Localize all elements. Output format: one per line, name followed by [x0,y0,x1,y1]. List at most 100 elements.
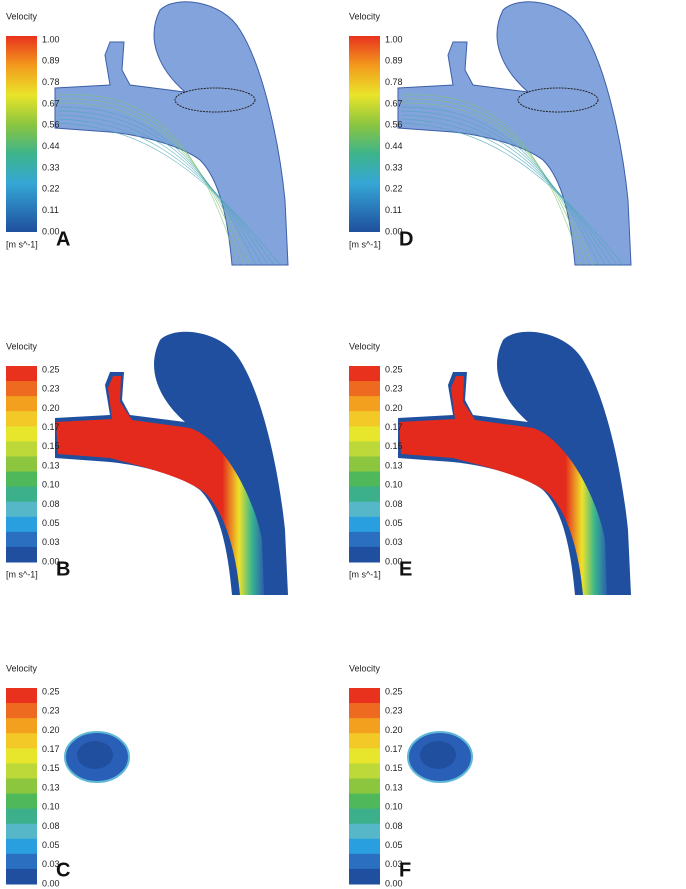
streamline [57,102,251,266]
colorbar-band [349,703,380,719]
legend-tick-label: 0.17 [42,422,60,432]
legend-tick-label: 0.23 [42,384,60,394]
legend-tick-label: 0.10 [42,802,60,812]
colorbar-band [349,718,380,734]
panel-label: A [56,228,70,250]
legend-tick-label: 0.05 [42,840,60,850]
streamline [400,114,612,266]
panel-label: C [56,859,70,881]
legend-tick-label: 0.10 [42,480,60,490]
legend-tick-label: 0.00 [42,226,60,236]
streamline [400,110,606,266]
legend-tick-label: 0.00 [385,226,403,236]
legend-tick-label: 0.11 [42,205,59,215]
legend: Velocity 0.25 0.23 0.20 0.17 0.15 0.13 0.10 0.08… [6,341,60,579]
colorbar-band [6,486,37,503]
colorbar-band [6,763,37,779]
vessel-streamlines [54,1,289,266]
legend-title: Velocity [349,341,381,351]
legend: Velocity 0.25 0.23 0.20 0.17 0.15 0.13 0.10 0.08… [6,663,60,888]
legend: Velocity 0.25 0.23 0.20 0.17 0.15 0.13 0.10 0.08… [349,341,403,579]
streamline [57,110,263,266]
cross-core [77,741,113,769]
colorbar-band [6,546,37,563]
colorbar-band [6,531,37,548]
colorbar-band [349,763,380,779]
colorbar-band [6,778,37,795]
legend-tick-label: 0.10 [385,802,403,812]
legend-tick-label: 0.67 [385,98,403,108]
colorbar-band [6,733,37,749]
panel-label: E [399,558,412,580]
colorbar-band [6,718,37,734]
legend-tick-label: 0.13 [42,460,60,470]
colorbar-band [6,501,37,518]
legend-tick-label: 1.00 [42,34,60,44]
mesh-patch [174,87,256,113]
colorbar-band [6,838,37,855]
colorbar-band [349,441,380,457]
legend-tick-label: 0.33 [385,162,403,172]
legend: Velocity 0.25 0.23 0.20 0.17 0.15 0.13 0.10 0.08… [349,663,403,888]
streamline [400,98,588,266]
legend-tick-label: 0.08 [42,821,60,831]
legend-tick-label: 0.89 [42,56,60,66]
streamline [400,118,618,266]
cross-core [420,741,456,769]
legend-tick-label: 0.05 [385,518,403,528]
colorbar-band [349,793,380,810]
colorbar-band [6,793,37,810]
colorbar-band [349,516,380,533]
legend: Velocity 1.00 0.89 0.78 0.67 0.56 0.44 0.33 0.22… [6,11,60,249]
legend-tick-label: 0.08 [385,499,403,509]
colorbar-band [6,396,37,412]
colorbar-band [6,456,37,473]
streamline [400,102,594,266]
legend-title: Velocity [349,11,381,21]
legend-tick-label: 0.17 [385,744,403,754]
streamline [400,106,600,266]
legend-tick-label: 0.15 [42,441,60,451]
legend-tick-label: 0.23 [42,706,60,716]
legend-tick-label: 0.15 [385,441,403,451]
legend-tick-label: 0.00 [385,556,403,566]
legend-tick-label: 0.22 [42,184,60,194]
vessel-jet [56,376,264,595]
vessel-streamlines [397,1,632,266]
colorbar [349,36,380,232]
colorbar-band [6,868,37,885]
colorbar-band [349,366,380,382]
legend-tick-label: 0.13 [385,782,403,792]
legend-tick-label: 0.17 [42,744,60,754]
legend-tick-label: 0.25 [42,686,60,696]
colorbar-band [349,396,380,412]
legend-tick-label: 1.00 [385,34,403,44]
colorbar-band [6,471,37,488]
legend-tick-label: 0.25 [42,364,60,374]
panel: Velocity 1.00 0.89 0.78 0.67 0.56 0.44 0.33 0.22… [349,1,632,266]
legend-title: Velocity [6,663,38,673]
colorbar-band [349,778,380,795]
streamline [57,118,275,266]
colorbar-band [6,411,37,427]
legend-tick-label: 0.22 [385,184,403,194]
legend-tick-label: 0.05 [385,840,403,850]
legend-tick-label: 0.20 [42,725,60,735]
legend-title: Velocity [6,341,38,351]
colorbar-band [6,441,37,457]
legend-unit: [m s^-1] [6,239,38,249]
legend-tick-label: 0.20 [42,403,60,413]
legend-tick-label: 0.20 [385,725,403,735]
streamline [57,106,257,266]
colorbar-band [349,501,380,518]
colorbar-band [6,808,37,825]
legend: Velocity 1.00 0.89 0.78 0.67 0.56 0.44 0.33 0.22… [349,11,403,249]
vessel-jet [399,376,607,595]
colorbar-band [6,426,37,442]
streamline [57,122,281,266]
colorbar-band [6,823,37,840]
legend-tick-label: 0.03 [385,859,403,869]
legend-unit: [m s^-1] [349,569,381,579]
legend-tick-label: 0.20 [385,403,403,413]
streamline [400,122,624,266]
